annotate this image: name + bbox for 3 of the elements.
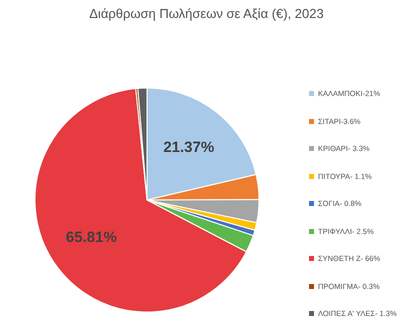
data-label: 65.81% <box>66 229 117 246</box>
chart-title: Διάρθρωση Πωλήσεων σε Αξία (€), 2023 <box>88 6 325 21</box>
data-label: 21.37% <box>163 138 214 156</box>
